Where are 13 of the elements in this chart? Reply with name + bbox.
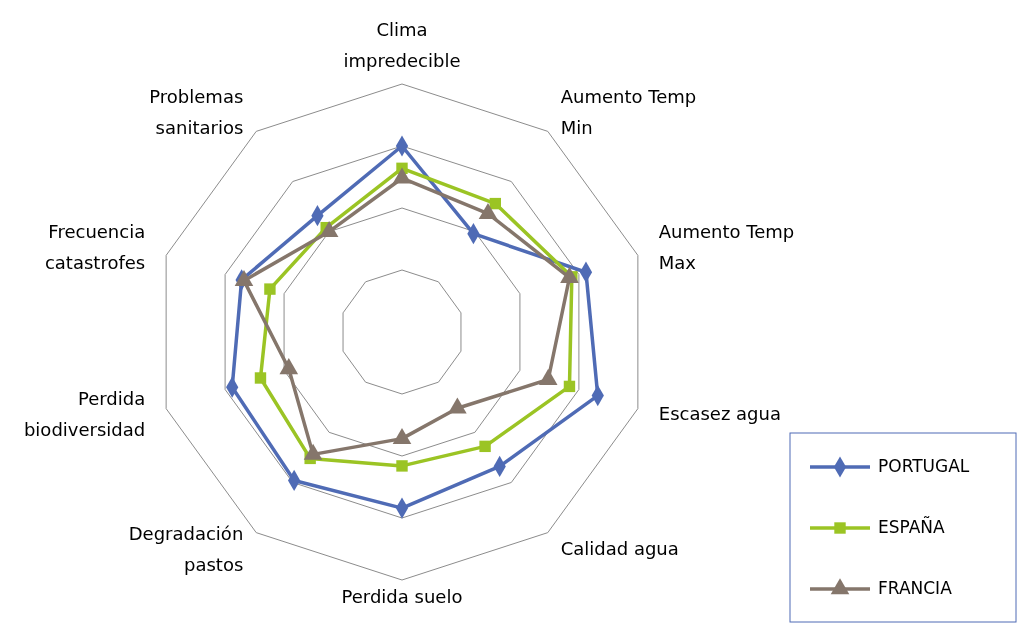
legend-label: FRANCIA [878,578,953,598]
legend-label: ESPAÑA [878,516,946,537]
spoke-label: Calidad agua [560,538,679,560]
legend-label: PORTUGAL [878,456,970,476]
spoke-label: Aumento Temp Min [560,86,697,139]
spoke-label: Degradación pastos [128,522,244,575]
spoke-label: Aumento Temp Max [658,221,795,274]
spoke-label: Clima impredecible [343,19,461,71]
spoke-label: Escasez agua [658,403,781,425]
spoke-label: Problemas sanitarios [149,86,244,139]
spoke-label: Perdida biodiversidad [23,387,146,440]
spoke-label: Perdida suelo [341,586,463,607]
spoke-label: Frecuencia catastrofes [44,221,146,274]
